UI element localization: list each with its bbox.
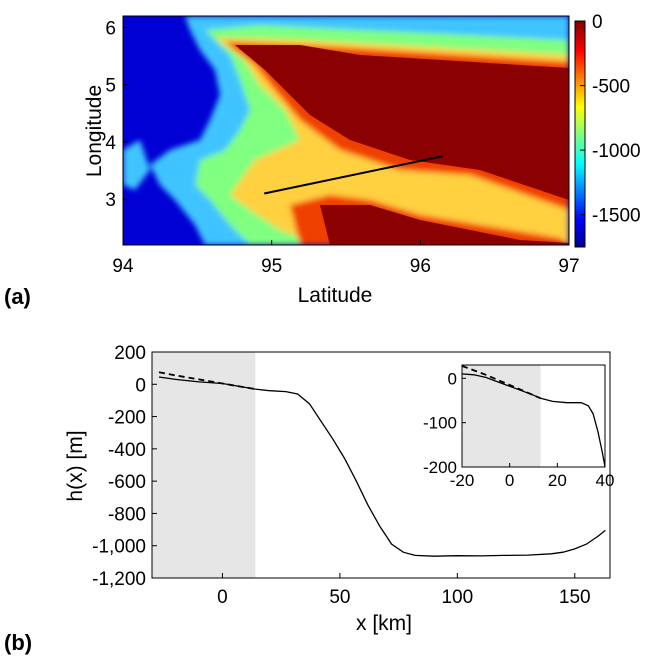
profile-x-tick-label: 0	[217, 587, 228, 608]
inset-x-ticks: -20 0 20 40	[450, 463, 615, 490]
panel-label-b: (b)	[4, 630, 32, 655]
heatmap-y-label: Longitude	[83, 85, 106, 177]
heatmap-frame	[122, 15, 570, 246]
colorbar-tick-label: -500	[592, 77, 630, 98]
heatmap-x-tick-label: 94	[112, 256, 134, 277]
inset-y-ticks: 0 -100 -200	[423, 369, 466, 477]
heatmap-x-tick-label: 97	[558, 256, 579, 277]
inset-y-tick-label: -100	[423, 414, 457, 433]
heatmap-x-tick-label: 96	[410, 256, 431, 277]
region-slope-lower-patch	[123, 140, 150, 190]
heatmap-panel: 94 95 96 97 3 4 5 6 Latitude Longitude (a) 0 -5…	[4, 12, 641, 309]
heatmap-y-ticks: 3 4 5 6	[105, 18, 128, 211]
inset-x-tick-label: 40	[596, 471, 615, 490]
inset-x-tick-label: 20	[548, 471, 567, 490]
profile-frame	[151, 351, 611, 579]
colorbar-tick-label: -1500	[592, 206, 641, 227]
colorbar-tick-label: 0	[592, 12, 603, 33]
colorbar: 0 -500 -1000 -1500	[574, 12, 641, 248]
inset-shaded-region	[462, 365, 541, 467]
heatmap-field	[123, 16, 569, 245]
profile-y-tick-label: -800	[108, 504, 146, 525]
region-shelf	[235, 45, 569, 200]
heatmap-y-tick-label: 4	[105, 133, 116, 154]
profile-y-tick-label: -400	[108, 440, 146, 461]
profile-line-solid	[158, 376, 606, 557]
heatmap-y-tick-label: 6	[105, 18, 116, 39]
inset-line-dashed	[462, 365, 541, 400]
heatmap-x-ticks: 94 95 96 97	[112, 240, 580, 277]
profile-y-tick-label: -1,000	[92, 537, 146, 558]
profile-panel: 0 50 100 150 2000-200-400-600-800-1,000-1,2…	[4, 343, 614, 655]
profile-y-tick-label: -200	[108, 408, 146, 429]
profile-y-label: h(x) [m]	[64, 430, 87, 501]
profile-y-tick-label: 0	[135, 375, 146, 396]
inset-frame	[461, 364, 606, 468]
colorbar-tick-label: -1000	[592, 141, 641, 162]
profile-line-dashed	[158, 371, 256, 390]
profile-x-tick-label: 50	[329, 587, 350, 608]
region-shelf-south-core	[320, 205, 569, 245]
profile-y-tick-label: 200	[114, 343, 146, 364]
heatmap-x-tick-label: 95	[261, 256, 282, 277]
panel-label-a: (a)	[4, 284, 31, 309]
shaded-region	[152, 352, 256, 578]
inset-line-solid	[462, 373, 605, 467]
heatmap-y-tick-label: 3	[105, 190, 116, 211]
inset-y-tick-label: -200	[423, 458, 457, 477]
colorbar-gradient	[575, 21, 585, 247]
profile-x-ticks: 0 50 100 150	[217, 573, 591, 608]
inset-y-tick-label: 0	[448, 369, 457, 388]
profile-y-tick-label: -1,200	[92, 569, 146, 590]
profile-x-tick-label: 150	[559, 587, 591, 608]
inset-x-tick-label: -20	[450, 471, 475, 490]
heatmap-x-label: Latitude	[298, 284, 373, 307]
colorbar-ticks: 0 -500 -1000 -1500	[580, 12, 641, 227]
profile-x-label: x [km]	[356, 612, 412, 635]
profile-y-ticks: 200 0 -200 -400 -600 -800 -1,000 -1,200	[92, 343, 157, 590]
heatmap-y-tick-label: 5	[105, 76, 116, 97]
transect-line	[264, 155, 443, 195]
inset-x-tick-label: 0	[505, 471, 514, 490]
profile-x-tick-label: 100	[441, 587, 473, 608]
inset-chart: -20 0 20 40 0-100-200	[423, 364, 615, 490]
profile-y-tick-label: -600	[108, 472, 146, 493]
